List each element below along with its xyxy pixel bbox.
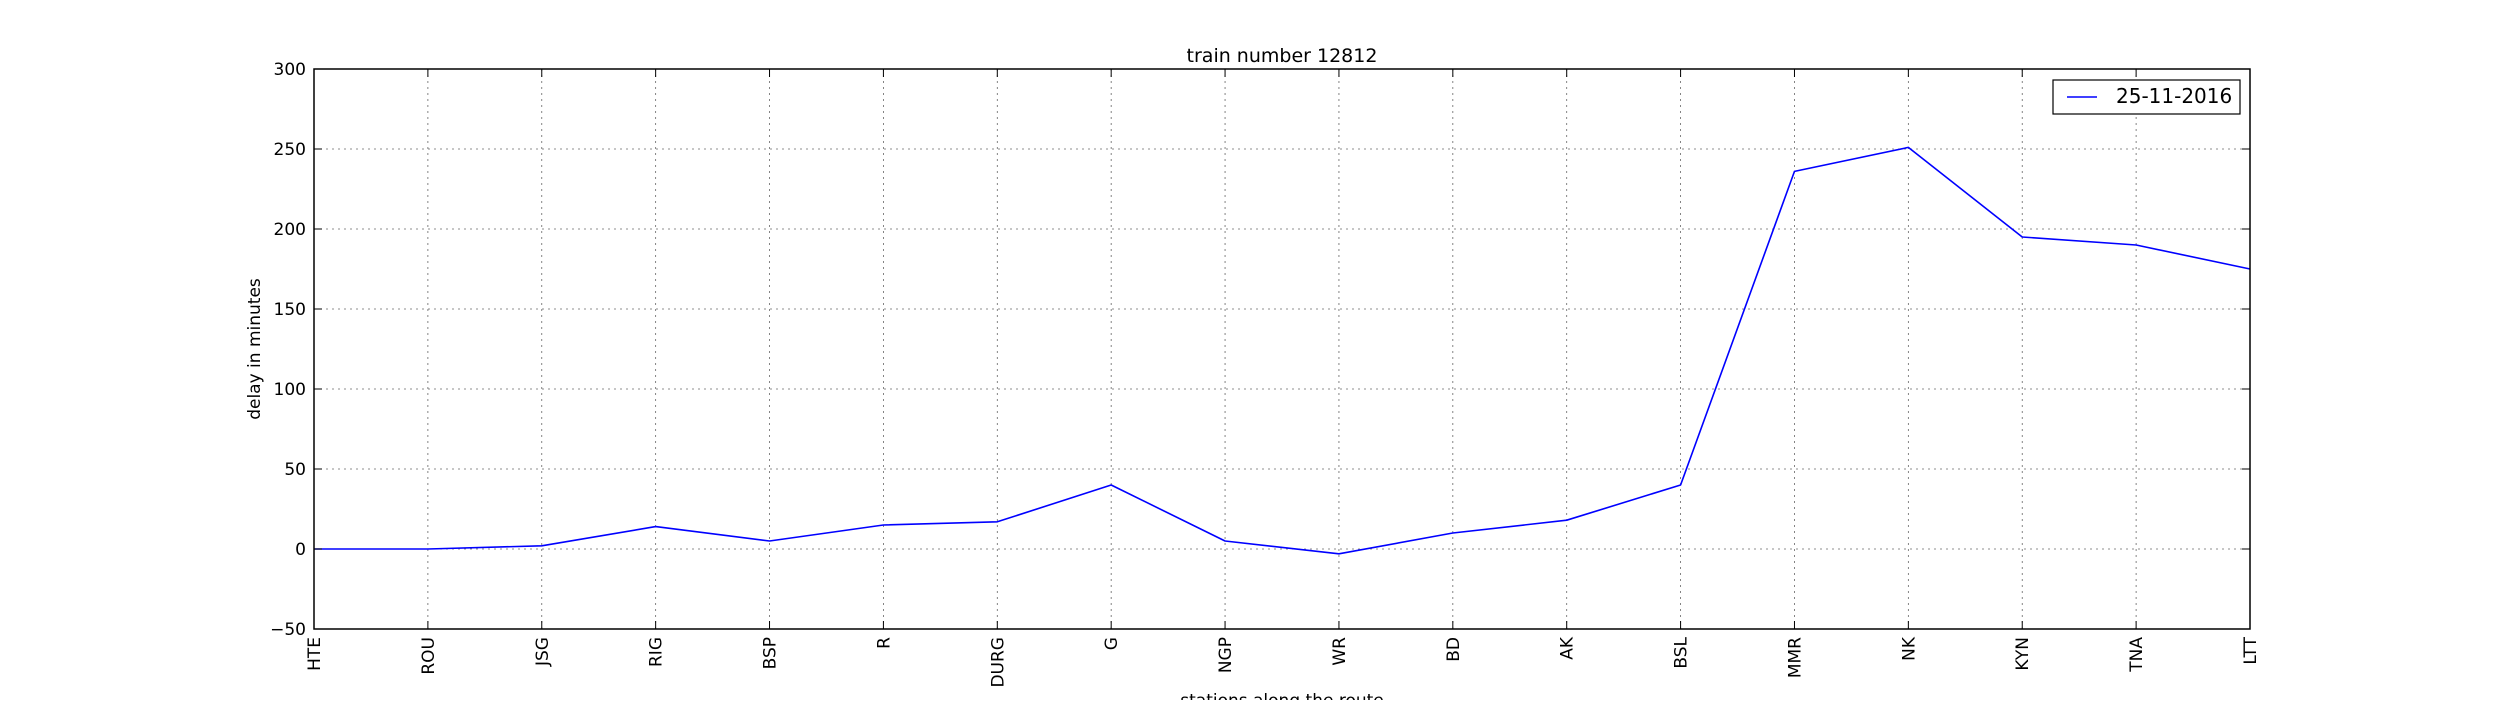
series-line xyxy=(314,146,2251,555)
x-axis-label: stations along the route xyxy=(1180,691,1384,700)
x-tick-label: NGP xyxy=(1216,637,1236,673)
x-axis-ticks: HTE ROU JSG RIG BSP R DURG G NGP WR BD AK BSL MMR NK KY… xyxy=(305,69,2261,688)
x-tick-label: WR xyxy=(1330,637,1350,666)
y-axis-ticks: −50 0 50 100 150 200 250 300 xyxy=(270,60,2250,640)
y-axis-label: delay in minutes xyxy=(245,278,265,420)
x-tick-label: RIG xyxy=(647,637,667,667)
x-tick-label: NK xyxy=(1899,636,1919,661)
x-tick-label: BSP xyxy=(761,637,781,669)
x-tick-label: MMR xyxy=(1785,637,1805,678)
x-tick-label: DURG xyxy=(988,637,1008,688)
y-tick-label: 150 xyxy=(274,300,306,320)
y-tick-label: −50 xyxy=(270,620,306,640)
x-tick-label: TNA xyxy=(2127,637,2147,673)
x-tick-label: R xyxy=(874,637,894,649)
x-tick-label: BD xyxy=(1444,637,1464,662)
grid-lines xyxy=(314,69,2250,629)
y-tick-label: 300 xyxy=(274,60,306,80)
x-tick-label: JSG xyxy=(533,637,553,667)
y-tick-label: 50 xyxy=(284,460,306,480)
y-tick-label: 100 xyxy=(274,380,306,400)
y-tick-label: 200 xyxy=(274,220,306,240)
y-tick-label: 250 xyxy=(274,140,306,160)
chart-title: train number 12812 xyxy=(1187,45,1378,67)
plot-frame xyxy=(313,68,2251,630)
x-tick-label: LTT xyxy=(2241,636,2261,664)
x-tick-label: KYN xyxy=(2013,637,2033,671)
legend-entry-label: 25-11-2016 xyxy=(2116,84,2232,108)
x-tick-label: G xyxy=(1102,637,1122,650)
plot-background xyxy=(314,69,2250,629)
legend: 25-11-2016 xyxy=(2052,79,2241,115)
x-tick-label: AK xyxy=(1558,636,1578,660)
x-tick-label: ROU xyxy=(419,637,439,675)
x-tick-label: HTE xyxy=(305,637,325,671)
y-tick-label: 0 xyxy=(295,540,306,560)
x-tick-label: BSL xyxy=(1672,636,1692,668)
series-lines xyxy=(314,146,2251,555)
